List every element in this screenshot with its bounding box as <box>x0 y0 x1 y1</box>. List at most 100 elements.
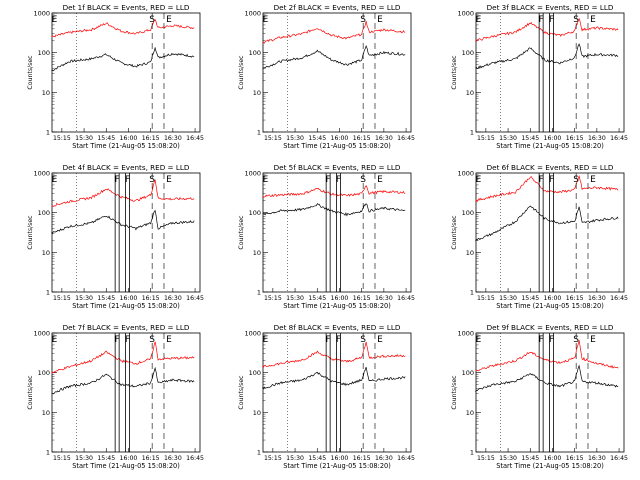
y-tick-label: 10 <box>466 249 474 257</box>
x-tick-label: 15:30 <box>286 135 304 142</box>
x-axis-label: Start Time (21-Aug-05 15:08:20) <box>496 142 604 150</box>
y-axis-label: Counts/sec <box>451 55 458 90</box>
f-marker-label: F <box>336 335 341 345</box>
f-marker-label: F <box>326 335 331 345</box>
e-marker-label: E <box>52 175 58 185</box>
x-tick-label: 15:15 <box>53 295 71 302</box>
f-marker-label: F <box>336 175 341 185</box>
x-tick-label: 15:45 <box>308 135 326 142</box>
y-tick-label: 100 <box>462 49 474 57</box>
y-tick-label: 1 <box>470 449 474 457</box>
y-tick-label: 10 <box>466 409 474 417</box>
x-tick-label: 15:30 <box>75 135 93 142</box>
panel-title: Det 4f BLACK = Events, RED = LLD <box>63 163 190 172</box>
x-tick-label: 15:15 <box>53 135 71 142</box>
e-marker-label: E <box>166 175 172 185</box>
events-series-line <box>475 364 619 393</box>
panel-det-4f: Det 4f BLACK = Events, RED = LLD 1 10 100 10… <box>27 163 204 310</box>
x-tick-label: 16:15 <box>566 455 584 462</box>
y-tick-label: 1 <box>257 449 261 457</box>
x-tick-label: 15:45 <box>521 295 539 302</box>
panel-det-2f: Det 2f BLACK = Events, RED = LLD 1 10 100 10… <box>238 3 415 150</box>
x-tick-label: 15:45 <box>308 455 326 462</box>
x-tick-label: 16:45 <box>186 455 204 462</box>
f-marker-label: F <box>549 175 554 185</box>
e-marker-label: E <box>166 15 172 25</box>
y-tick-label: 10 <box>42 409 50 417</box>
y-axis-label: Counts/sec <box>27 55 34 90</box>
y-axis-label: Counts/sec <box>238 215 245 250</box>
x-tick-label: 16:00 <box>331 135 349 142</box>
x-tick-label: 15:45 <box>308 295 326 302</box>
y-tick-label: 1000 <box>244 10 261 18</box>
y-tick-label: 100 <box>249 369 261 377</box>
f-marker-label: F <box>115 175 120 185</box>
y-tick-label: 100 <box>249 49 261 57</box>
s-marker-label: S <box>360 175 366 185</box>
x-tick-label: 16:15 <box>353 455 371 462</box>
y-tick-label: 1 <box>46 129 50 137</box>
y-tick-label: 1000 <box>33 330 50 338</box>
x-tick-label: 15:15 <box>264 295 282 302</box>
panel-det-8f: Det 8f BLACK = Events, RED = LLD 1 10 100 10… <box>238 323 415 470</box>
x-tick-label: 16:30 <box>375 455 393 462</box>
x-tick-label: 15:15 <box>53 455 71 462</box>
y-tick-label: 1000 <box>33 10 50 18</box>
x-tick-label: 16:45 <box>186 295 204 302</box>
x-tick-label: 16:30 <box>375 135 393 142</box>
x-axis-label: Start Time (21-Aug-05 15:08:20) <box>72 302 180 310</box>
panel-title: Det 8f BLACK = Events, RED = LLD <box>274 323 401 332</box>
lld-series-line <box>262 185 406 198</box>
y-tick-label: 10 <box>253 249 261 257</box>
panel-title: Det 6f BLACK = Events, RED = LLD <box>487 163 614 172</box>
s-marker-label: S <box>573 15 579 25</box>
x-tick-label: 16:15 <box>353 135 371 142</box>
x-tick-label: 16:00 <box>120 455 138 462</box>
x-tick-label: 16:30 <box>588 455 606 462</box>
lld-series-line <box>51 179 195 207</box>
y-axis-label: Counts/sec <box>451 375 458 410</box>
x-tick-label: 16:00 <box>331 455 349 462</box>
x-tick-label: 16:45 <box>610 135 628 142</box>
events-series-line <box>475 43 619 69</box>
lld-series-line <box>475 17 619 43</box>
x-tick-label: 15:30 <box>286 295 304 302</box>
x-tick-label: 16:15 <box>142 455 160 462</box>
y-axis-label: Counts/sec <box>238 55 245 90</box>
x-tick-label: 15:15 <box>477 455 495 462</box>
s-marker-label: S <box>573 175 579 185</box>
panel-title: Det 5f BLACK = Events, RED = LLD <box>274 163 401 172</box>
x-tick-label: 16:15 <box>566 295 584 302</box>
y-tick-label: 1 <box>46 449 50 457</box>
f-marker-label: F <box>125 335 130 345</box>
x-tick-label: 16:30 <box>164 135 182 142</box>
e-marker-label: E <box>476 335 482 345</box>
plot-frame <box>475 12 625 133</box>
y-tick-label: 100 <box>462 369 474 377</box>
x-tick-label: 15:45 <box>521 455 539 462</box>
panel-det-6f: Det 6f BLACK = Events, RED = LLD 1 10 100 10… <box>451 163 628 310</box>
s-marker-label: S <box>573 335 579 345</box>
x-tick-label: 16:00 <box>544 135 562 142</box>
y-tick-label: 10 <box>42 249 50 257</box>
y-tick-label: 100 <box>462 209 474 217</box>
y-tick-label: 1 <box>257 129 261 137</box>
plot-frame <box>475 332 625 453</box>
e-marker-label: E <box>377 335 383 345</box>
x-tick-label: 16:30 <box>375 295 393 302</box>
x-axis-label: Start Time (21-Aug-05 15:08:20) <box>72 142 180 150</box>
plot-frame <box>262 12 412 133</box>
x-tick-label: 16:45 <box>610 295 628 302</box>
x-tick-label: 15:30 <box>75 295 93 302</box>
y-axis-label: Counts/sec <box>27 215 34 250</box>
f-marker-label: F <box>549 335 554 345</box>
e-marker-label: E <box>263 175 269 185</box>
f-marker-label: F <box>539 335 544 345</box>
panel-det-9f: Det 9f BLACK = Events, RED = LLD 1 10 100 10… <box>451 323 628 470</box>
lld-series-line <box>51 19 195 38</box>
e-marker-label: E <box>476 15 482 25</box>
x-tick-label: 15:15 <box>477 295 495 302</box>
x-tick-label: 15:15 <box>264 455 282 462</box>
e-marker-label: E <box>590 15 596 25</box>
